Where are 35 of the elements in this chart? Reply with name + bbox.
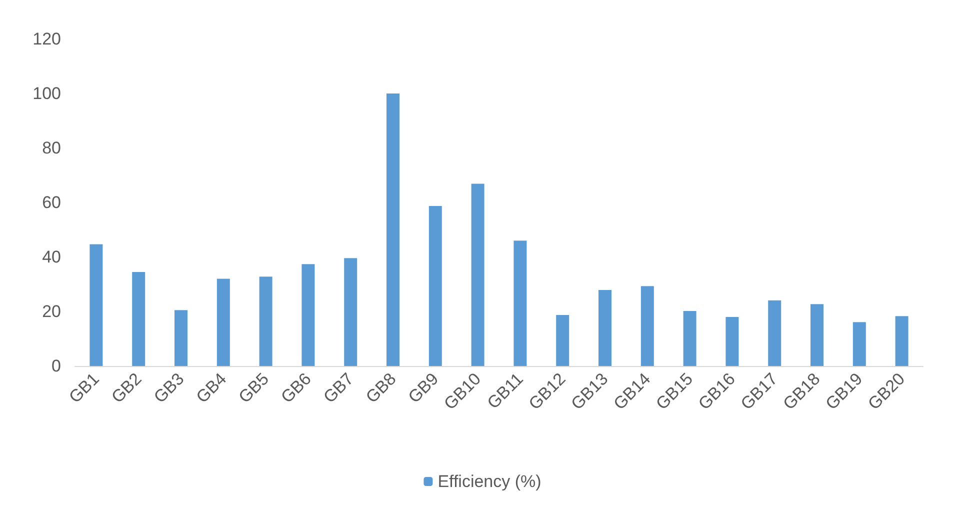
bar	[428, 206, 442, 366]
bar	[259, 276, 272, 366]
bar	[344, 258, 358, 366]
bar	[895, 316, 908, 366]
bar	[302, 264, 315, 366]
x-tick-label: GB1	[65, 369, 103, 407]
bar	[726, 316, 739, 366]
x-tick-label: GB4	[192, 369, 230, 407]
x-tick-label: GB6	[277, 369, 315, 407]
bar	[683, 310, 696, 366]
bar	[216, 278, 230, 366]
y-tick-label: 20	[42, 302, 61, 321]
bar	[471, 184, 484, 366]
legend-label: Efficiency (%)	[438, 472, 542, 491]
bar	[598, 290, 612, 366]
bar	[386, 94, 400, 366]
bar	[132, 272, 146, 366]
bar	[640, 286, 654, 366]
y-tick-label: 0	[52, 356, 61, 376]
bar	[852, 322, 866, 366]
x-tick-label: GB8	[362, 369, 400, 407]
bar	[810, 304, 824, 366]
y-tick-label: 80	[42, 138, 61, 158]
y-tick-label: 40	[42, 248, 61, 266]
bar	[174, 310, 188, 366]
bar	[90, 244, 103, 366]
bar	[556, 315, 570, 366]
x-tick-label: GB2	[108, 369, 146, 407]
y-tick-label: 120	[32, 30, 61, 48]
y-tick-label: 100	[32, 84, 61, 103]
bar	[514, 240, 527, 366]
x-tick-label: GB9	[404, 369, 442, 407]
y-tick-label: 60	[42, 193, 61, 212]
bar	[768, 300, 782, 366]
x-tick-label: GB3	[150, 369, 188, 407]
